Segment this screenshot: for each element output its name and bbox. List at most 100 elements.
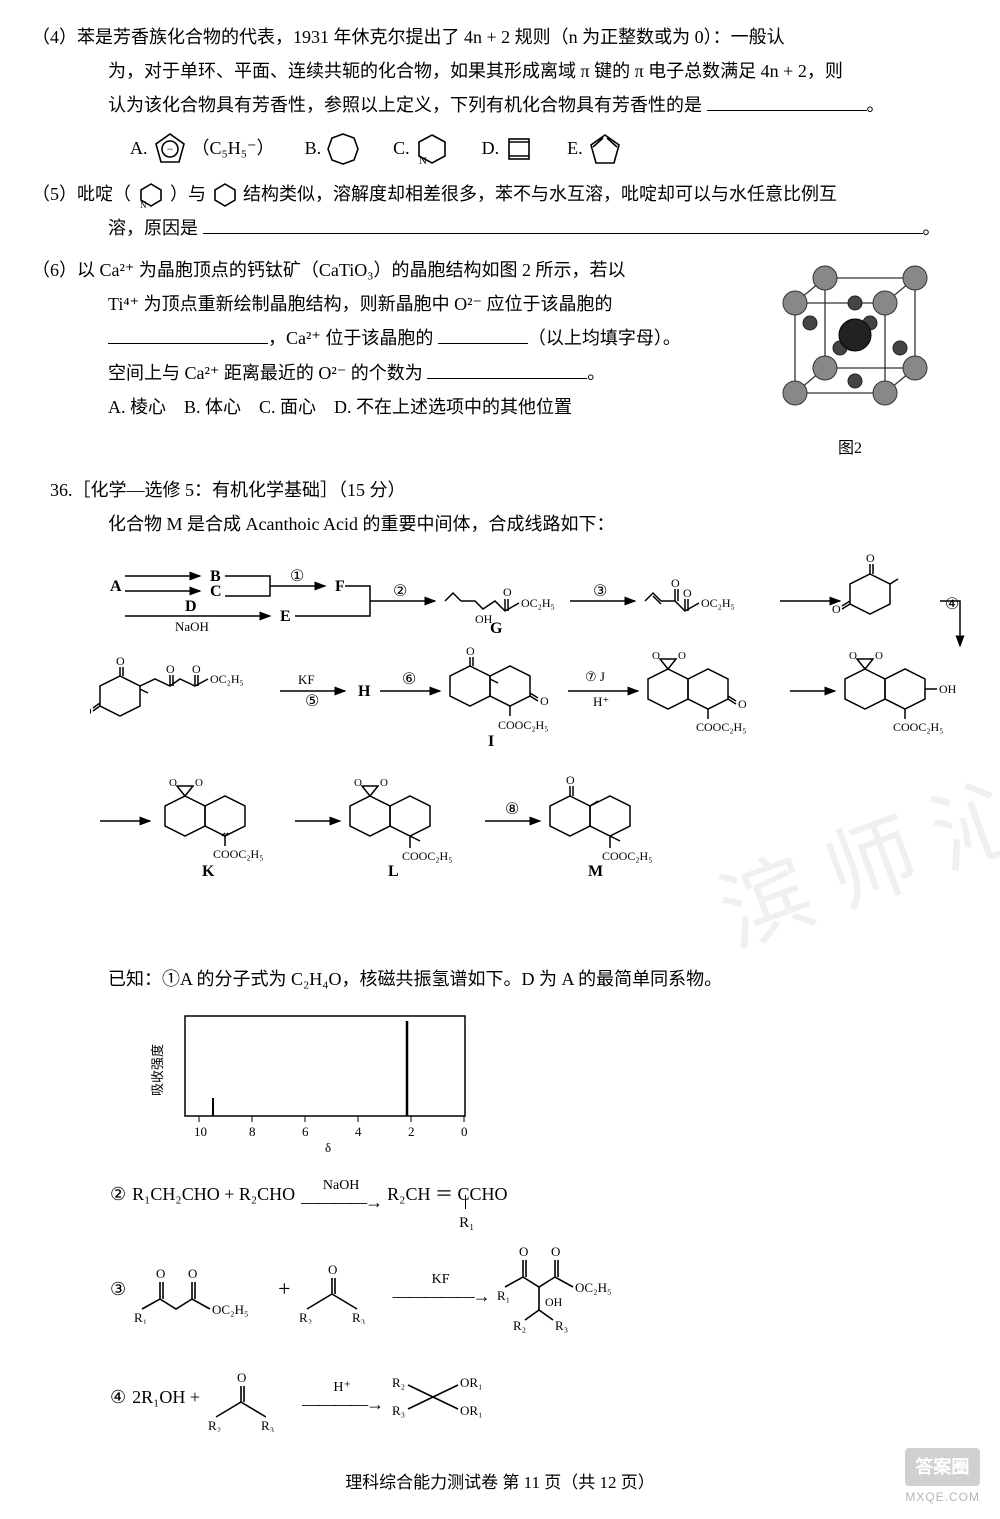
known4-num: ④ — [110, 1380, 126, 1414]
svg-text:NaOH: NaOH — [175, 619, 209, 634]
q4-num: （4） — [70, 20, 77, 54]
svg-text:O: O — [566, 773, 575, 787]
svg-text:O: O — [328, 1262, 337, 1277]
svg-text:O: O — [156, 1266, 165, 1281]
svg-text:8: 8 — [249, 1124, 256, 1139]
svg-text:OC₂H₅: OC₂H₅ — [701, 596, 735, 610]
svg-text:O: O — [678, 650, 686, 662]
svg-text:COOC₂H₅: COOC₂H₅ — [213, 847, 263, 861]
q36-known1: 已知：①A 的分子式为 C₂H₄O，核磁共振氢谱如下。D 为 A 的最简单同系物… — [50, 962, 950, 996]
svg-text:O: O — [652, 650, 660, 662]
svg-text:O: O — [875, 650, 883, 662]
label-A: A — [110, 578, 122, 595]
svg-text:−: − — [166, 142, 173, 156]
q4-line1: 苯是芳香族化合物的代表，1931 年休克尔提出了 4n + 2 规则（n 为正整… — [77, 27, 785, 47]
nmr-spectrum: 吸收强度 1086 420 δ — [50, 1006, 950, 1167]
svg-text:O: O — [540, 694, 549, 708]
q6-blank2[interactable] — [438, 326, 528, 344]
svg-text:E: E — [280, 608, 291, 625]
svg-text:O: O — [188, 1266, 197, 1281]
known3-arrow: KF —————→ — [393, 1273, 489, 1305]
known3-lhs2-icon: O R₂ R₃ — [297, 1254, 387, 1324]
svg-text:R₃: R₃ — [352, 1310, 365, 1324]
q4-line2: 为，对于单环、平面、连续共轭的化合物，如果其形成离域 π 键的 π 电子总数满足… — [50, 54, 950, 88]
choice-D: D. — [482, 131, 538, 167]
choice-E-label: E. — [567, 131, 583, 165]
svg-text:②: ② — [393, 583, 407, 600]
page-footer: 理科综合能力测试卷 第 11 页（共 12 页） — [50, 1467, 950, 1499]
benzene-inline-icon — [211, 181, 239, 209]
nmr-svg: 吸收强度 1086 420 δ — [150, 1006, 490, 1156]
q6-blank1[interactable] — [108, 326, 268, 344]
question-5: （5）吡啶（ N ）与 结构类似，溶解度却相差很多，苯不与水互溶，吡啶却可以与水… — [50, 177, 950, 245]
question-36: 36.［化学—选修 5：有机化学基础］（15 分） 化合物 M 是合成 Acan… — [50, 473, 950, 1437]
svg-text:COOC₂H₅: COOC₂H₅ — [893, 720, 943, 734]
svg-text:G: G — [490, 620, 503, 637]
known4-arrow: H⁺ ————→ — [302, 1381, 382, 1413]
svg-text:O: O — [466, 644, 475, 658]
svg-text:O: O — [90, 704, 92, 718]
svg-text:O: O — [551, 1244, 560, 1259]
cyclobutadiene-icon — [501, 131, 537, 167]
perovskite-cell-icon — [765, 253, 935, 423]
svg-text:D: D — [185, 598, 197, 615]
q4-line3-wrap: 认为该化合物具有芳香性，参照以上定义，下列有机化合物具有芳香性的是 。 — [50, 88, 950, 122]
svg-text:R₃: R₃ — [392, 1403, 405, 1418]
svg-text:④: ④ — [945, 596, 959, 613]
nmr-ylabel: 吸收强度 — [150, 1044, 165, 1096]
svg-text:K: K — [202, 863, 215, 880]
svg-text:OH: OH — [545, 1295, 563, 1309]
choice-A-formula: （C₅H₅⁻） — [192, 131, 275, 165]
svg-text:O: O — [738, 697, 747, 711]
svg-text:N: N — [140, 200, 147, 209]
svg-text:H⁺: H⁺ — [593, 694, 609, 709]
q6-line4: 空间上与 Ca²⁺ 距离最近的 O²⁻ 的个数为 — [108, 363, 423, 383]
svg-text:10: 10 — [194, 1124, 207, 1139]
q36-known4: ④ 2R₁OH + O R₂ R₃ H⁺ ————→ OR₁ OR₁ R₂ R₃ — [50, 1357, 950, 1437]
q5-text1: 吡啶（ — [77, 184, 131, 204]
q4-line3: 认为该化合物具有芳香性，参照以上定义，下列有机化合物具有芳香性的是 — [108, 95, 702, 115]
svg-text:R₃: R₃ — [261, 1418, 274, 1432]
svg-text:COOC₂H₅: COOC₂H₅ — [498, 718, 548, 732]
q36-known2: ② R₁CH₂CHO + R₂CHO NaOH ————→ R₂CH ＝ CCH… — [50, 1177, 950, 1211]
question-6: 图2 （6）以 Ca²⁺ 为晶胞顶点的钙钛矿（CaTiO₃）的晶胞结构如图 2 … — [50, 253, 950, 465]
svg-text:KF: KF — [298, 672, 315, 687]
q5-blank[interactable] — [203, 216, 923, 234]
pyridine-inline-icon: N — [136, 181, 166, 209]
q6-line3tail: （以上均填字母）。 — [528, 328, 681, 348]
svg-text:M: M — [588, 863, 603, 880]
svg-text:⑥: ⑥ — [402, 671, 416, 688]
svg-text:O: O — [195, 777, 203, 789]
svg-text:COOC₂H₅: COOC₂H₅ — [402, 849, 452, 863]
known2-reagent: NaOH — [323, 1179, 360, 1193]
svg-text:COOC₂H₅: COOC₂H₅ — [696, 720, 746, 734]
known2-rhs-sub: R₁ — [459, 1209, 474, 1238]
known4-reagent: H⁺ — [333, 1381, 351, 1395]
svg-text:R₂: R₂ — [299, 1310, 312, 1324]
svg-text:③: ③ — [593, 583, 607, 600]
q4-blank[interactable] — [707, 93, 867, 111]
svg-text:O: O — [380, 777, 388, 789]
q6-num: （6） — [70, 253, 77, 287]
svg-text:I: I — [488, 733, 494, 750]
pyridine-icon: N — [412, 129, 452, 169]
svg-text:2: 2 — [408, 1124, 415, 1139]
choice-B-label: B. — [305, 131, 322, 165]
svg-text:R₂: R₂ — [392, 1375, 405, 1390]
svg-text:F: F — [335, 578, 345, 595]
svg-text:δ: δ — [325, 1140, 331, 1155]
known2-rhs: R₂CH ＝ CCHO — [387, 1184, 507, 1204]
known3-rhs-icon: O O R₁ OC₂H₅ R₂ R₃ OH — [495, 1242, 665, 1337]
svg-text:OC₂H₅: OC₂H₅ — [212, 1302, 249, 1317]
cyclooctatetraene-icon — [323, 129, 363, 169]
q6-line4tail: 。 — [587, 363, 605, 383]
q5-text4: 溶，原因是 — [108, 218, 198, 238]
svg-text:OC₂H₅: OC₂H₅ — [210, 672, 244, 686]
svg-text:COOC₂H₅: COOC₂H₅ — [602, 849, 652, 863]
known2-num: ② — [110, 1177, 126, 1211]
q6-blank3[interactable] — [427, 361, 587, 379]
svg-text:O: O — [354, 777, 362, 789]
svg-text:0: 0 — [461, 1124, 468, 1139]
figure-2: 图2 — [750, 253, 950, 465]
q6-line3mid: ，Ca²⁺ 位于该晶胞的 — [268, 328, 433, 348]
